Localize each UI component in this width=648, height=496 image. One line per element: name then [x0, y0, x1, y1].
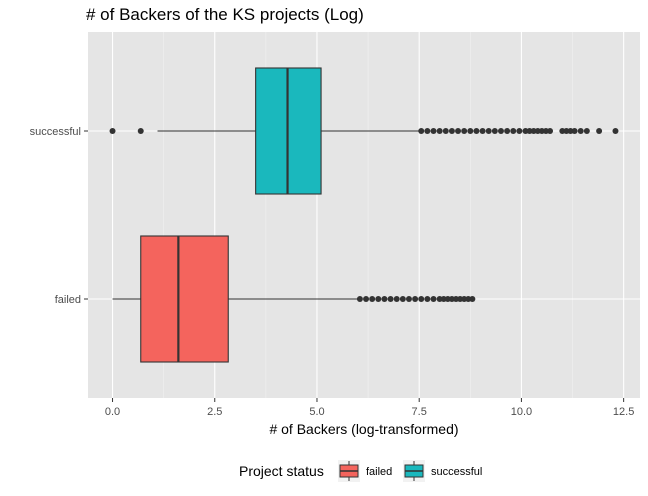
legend-key-successful: [403, 460, 425, 482]
outlier-point: [381, 296, 388, 302]
box-successful: [109, 67, 619, 195]
outlier-point: [504, 128, 511, 134]
outlier-point: [461, 128, 468, 134]
x-tick-label: 2.5: [207, 406, 222, 418]
outlier-point: [485, 128, 492, 134]
outlier-point: [418, 296, 425, 302]
outlier-point: [436, 128, 443, 134]
x-tick-label: 7.5: [412, 406, 427, 418]
y-tick-label: failed: [55, 294, 81, 306]
outlier-point: [393, 296, 400, 302]
outlier-point: [448, 128, 455, 134]
outlier-point: [405, 296, 412, 302]
outlier-point: [363, 296, 370, 302]
outlier-point: [375, 296, 382, 302]
outlier-point: [571, 128, 578, 134]
iqr-box: [140, 235, 229, 363]
x-axis: 0.0 2.5 5.0 7.5 10.0 12.5: [105, 398, 634, 418]
legend-title: Project status: [239, 463, 324, 479]
outlier-point: [356, 296, 363, 302]
outlier-point: [612, 128, 619, 134]
outlier-point: [109, 128, 116, 134]
outlier-point: [455, 128, 462, 134]
legend: Project status failed successful: [239, 460, 482, 482]
outlier-point: [473, 128, 480, 134]
outlier-point: [547, 128, 554, 134]
boxes: [109, 67, 619, 363]
outlier-point: [369, 296, 376, 302]
outlier-point: [467, 128, 474, 134]
outlier-point: [469, 296, 476, 302]
outlier-point: [491, 128, 498, 134]
outlier-point: [137, 128, 144, 134]
outlier-point: [583, 128, 590, 134]
outlier-point: [424, 296, 431, 302]
outlier-point: [430, 128, 437, 134]
outlier-point: [497, 128, 504, 134]
outlier-point: [510, 128, 517, 134]
outlier-point: [577, 128, 584, 134]
x-tick-label: 12.5: [613, 406, 634, 418]
outlier-point: [596, 128, 603, 134]
legend-label-successful: successful: [431, 466, 482, 478]
legend-label-failed: failed: [366, 466, 392, 478]
outlier-point: [430, 296, 437, 302]
chart-title: # of Backers of the KS projects (Log): [86, 5, 364, 24]
y-tick-label: successful: [30, 126, 81, 138]
x-tick-label: 10.0: [511, 406, 532, 418]
x-axis-title: # of Backers (log-transformed): [269, 421, 458, 437]
y-axis: successful failed: [30, 126, 88, 306]
outlier-point: [387, 296, 394, 302]
outlier-point: [516, 128, 523, 134]
outlier-point: [412, 296, 419, 302]
outlier-point: [424, 128, 431, 134]
box-failed: [112, 235, 476, 363]
legend-key-failed: [338, 460, 360, 482]
x-tick-label: 0.0: [105, 406, 120, 418]
outlier-point: [418, 128, 425, 134]
outlier-point: [442, 128, 449, 134]
x-tick-label: 5.0: [309, 406, 324, 418]
outlier-point: [399, 296, 406, 302]
outlier-point: [479, 128, 486, 134]
